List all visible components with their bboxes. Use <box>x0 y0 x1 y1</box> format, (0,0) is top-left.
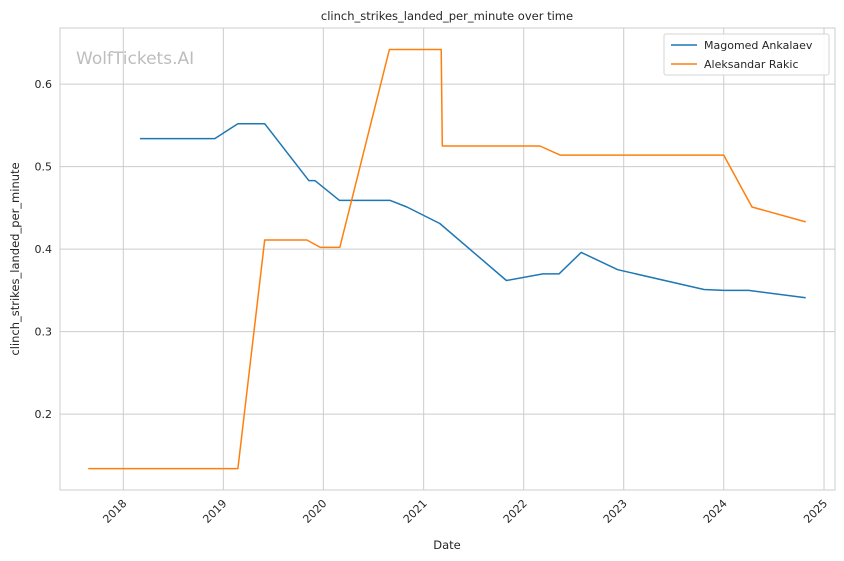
grid-lines <box>60 28 835 490</box>
y-tick-label: 0.6 <box>35 78 53 91</box>
chart-title: clinch_strikes_landed_per_minute over ti… <box>321 9 573 23</box>
legend: Magomed Ankalaev Aleksandar Rakic <box>663 33 830 76</box>
y-tick-label: 0.3 <box>35 326 53 339</box>
x-tick-label: 2025 <box>801 497 830 526</box>
x-tick-label: 2021 <box>401 497 430 526</box>
y-tick-label: 0.2 <box>35 408 53 421</box>
x-axis-label: Date <box>433 538 461 552</box>
legend-label-series-2: Aleksandar Rakic <box>704 58 799 71</box>
y-axis-ticks: 0.2 0.3 0.4 0.5 0.6 <box>35 78 53 421</box>
y-axis-label: clinch_strikes_landed_per_minute <box>8 162 22 355</box>
x-tick-label: 2022 <box>501 497 530 526</box>
series-layer <box>88 48 806 470</box>
x-tick-label: 2023 <box>601 497 630 526</box>
x-axis-ticks: 2018 2019 2020 2021 2022 2023 2024 2025 <box>100 497 830 526</box>
x-tick-label: 2024 <box>701 497 730 526</box>
series-line-2 <box>88 48 806 470</box>
legend-label-series-1: Magomed Ankalaev <box>704 39 813 52</box>
plot-area <box>59 27 836 491</box>
series-line-1 <box>140 122 806 299</box>
y-tick-label: 0.4 <box>35 243 53 256</box>
x-tick-label: 2020 <box>300 497 329 526</box>
x-tick-label: 2019 <box>200 497 229 526</box>
watermark: WolfTickets.AI <box>76 49 194 69</box>
legend-box <box>663 33 830 76</box>
x-tick-label: 2018 <box>100 497 129 526</box>
y-tick-label: 0.5 <box>35 161 53 174</box>
